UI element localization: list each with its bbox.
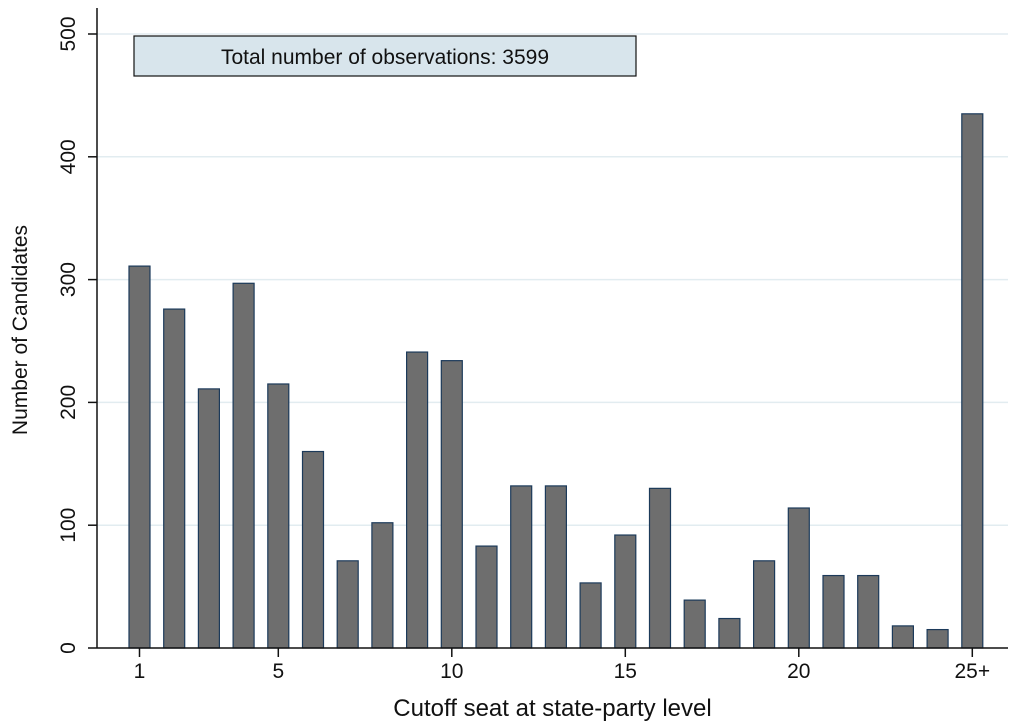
- bar-6: [301, 450, 325, 649]
- y-tick-label-300: 300: [57, 262, 80, 297]
- bar-4: [232, 282, 255, 649]
- bar-3: [197, 388, 220, 649]
- bar-25+: [961, 113, 984, 649]
- bar-11: [475, 545, 498, 649]
- x-axis-label: Cutoff seat at state-party level: [393, 695, 711, 722]
- annotation-background: [133, 35, 637, 77]
- y-ticks: 0 100 200 300 400 500: [57, 16, 97, 654]
- x-tick-label-20: 20: [787, 660, 810, 683]
- bar-23: [891, 625, 915, 649]
- annotation-box: Total number of observations: 3599: [133, 35, 637, 77]
- x-tick-label-1: 1: [134, 660, 146, 683]
- bar-5: [267, 383, 290, 649]
- x-tick-label-15: 15: [614, 660, 637, 683]
- bar-7: [336, 560, 359, 649]
- bar-16: [648, 487, 672, 649]
- bar-13: [544, 485, 568, 649]
- bar-2: [163, 308, 186, 649]
- annotation-text: Total number of observations: 3599: [221, 46, 549, 69]
- bar-19: [752, 560, 776, 649]
- bar-9: [406, 351, 429, 649]
- x-tick-label-25+: 25+: [954, 660, 990, 683]
- x-tick-label-10: 10: [440, 660, 463, 683]
- bar-15: [614, 534, 637, 649]
- bar-14: [579, 582, 602, 649]
- bar-24: [926, 628, 949, 649]
- x-ticks: 1 5 10 15 20 25+: [134, 648, 990, 683]
- y-tick-label-500: 500: [57, 16, 80, 51]
- x-tick-label-5: 5: [272, 660, 284, 683]
- y-tick-label-100: 100: [57, 508, 80, 543]
- bar-20: [787, 507, 810, 649]
- bar-10: [440, 360, 463, 649]
- bar-21: [822, 574, 845, 649]
- bar-18: [718, 617, 741, 649]
- y-tick-label-0: 0: [57, 642, 80, 654]
- bar-17: [683, 599, 706, 649]
- bar-1: [128, 265, 151, 649]
- y-tick-label-200: 200: [57, 385, 80, 420]
- bars: [128, 113, 984, 649]
- bar-8: [371, 522, 394, 649]
- bar-22: [857, 574, 880, 649]
- y-tick-label-400: 400: [57, 139, 80, 174]
- y-axis-label: Number of Candidates: [9, 225, 32, 435]
- bar-12: [510, 485, 533, 649]
